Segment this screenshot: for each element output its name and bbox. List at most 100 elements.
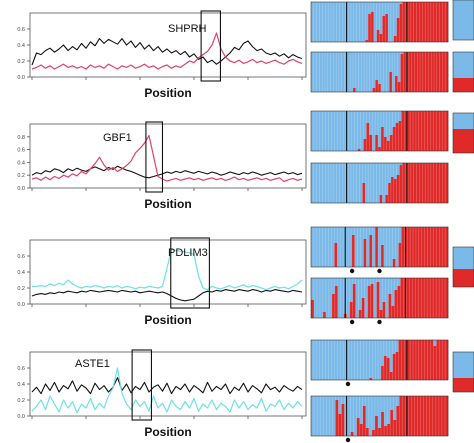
- bar-segment-blue: [322, 340, 326, 380]
- bar-segment-blue: [370, 278, 374, 284]
- series-line-black: [31, 38, 303, 66]
- x-axis-label: Position: [144, 313, 191, 327]
- bar-segment-red: [418, 340, 423, 380]
- bar-segment-blue: [331, 340, 335, 380]
- y-tick-label: 0.4: [17, 270, 25, 276]
- bar-segment-blue: [371, 396, 376, 430]
- bar-segment-blue: [316, 278, 321, 318]
- bar-segment-blue: [311, 111, 315, 151]
- bar-segment-blue: [393, 163, 397, 179]
- highlight-box: [131, 349, 152, 421]
- bar-segment-blue: [331, 278, 336, 294]
- bar-segment-blue: [380, 227, 385, 245]
- structure-row: [310, 162, 449, 204]
- bar-segment-blue: [325, 278, 330, 318]
- bar-segment-red: [381, 412, 385, 436]
- bar-segment-blue: [365, 396, 370, 428]
- bar-segment-blue: [343, 111, 347, 151]
- bar-segment-red: [393, 420, 397, 436]
- bar-segment-red: [398, 243, 402, 267]
- bar-segment-red: [392, 354, 396, 380]
- bar-segment-blue: [322, 278, 327, 312]
- bar-segment-red: [410, 111, 414, 151]
- y-tick-label: 0.0: [17, 75, 25, 81]
- side-bar-frame: [452, 112, 474, 154]
- bar-segment-blue: [382, 278, 386, 302]
- bar-segment-red: [399, 4, 403, 42]
- structure-row: [310, 51, 449, 93]
- bar-segment-red: [426, 396, 431, 436]
- bar-segment-red: [415, 278, 419, 318]
- highlight-box: [200, 10, 221, 82]
- bar-segment-red: [402, 163, 406, 203]
- bar-segment-red: [444, 396, 449, 436]
- bar-segment-blue: [316, 340, 321, 380]
- bar-segment-red: [383, 356, 388, 380]
- bar-segment-red: [433, 227, 437, 267]
- bar-segment-blue: [359, 163, 363, 203]
- bar-segment-blue: [399, 163, 403, 165]
- bar-segment-blue: [383, 111, 388, 137]
- bar-segment-blue: [363, 111, 367, 139]
- bar-segment-blue: [360, 227, 364, 267]
- bar-segment-blue: [313, 163, 317, 203]
- bar-segment-blue: [337, 111, 341, 151]
- bar-segment-red: [424, 340, 428, 380]
- bar-segment-red: [425, 52, 429, 92]
- bar-segment-blue: [347, 396, 351, 436]
- bar-segment-blue: [313, 111, 318, 151]
- bar-segment-blue: [372, 227, 376, 267]
- bar-segment-blue: [329, 396, 333, 436]
- bar-segment-blue: [350, 52, 354, 92]
- bar-segment-red: [439, 227, 443, 267]
- bar-segment-blue: [336, 2, 340, 42]
- marker-dot: [345, 437, 351, 443]
- bar-segment-blue: [356, 396, 361, 418]
- bar-segment-blue: [388, 2, 392, 42]
- bar-segment-blue: [357, 340, 361, 380]
- bar-segment-blue: [352, 278, 356, 284]
- bar-segment-red: [376, 30, 380, 42]
- bar-segment-blue: [352, 52, 357, 88]
- bar-segment-blue: [340, 111, 344, 151]
- bar-segment-red: [380, 245, 385, 267]
- bar-segment-red: [432, 396, 437, 436]
- line-chart-pdlim3: 0.0 0.2 0.4 0.6 PDLIM3 Position: [17, 237, 307, 327]
- bar-segment-red: [406, 278, 410, 318]
- bar-segment-blue: [361, 52, 365, 92]
- bar-segment-blue: [342, 163, 346, 203]
- marker-dot: [345, 381, 351, 387]
- bar-segment-red: [365, 428, 370, 436]
- bar-segment-blue: [380, 52, 384, 92]
- bar-segment-red: [389, 135, 393, 151]
- bar-segment-red: [388, 183, 392, 203]
- bar-segment-blue: [325, 2, 329, 42]
- bar-segment-red: [433, 346, 437, 380]
- bar-segment-red: [397, 286, 401, 318]
- bar-segment-blue: [343, 340, 347, 380]
- bar-segment-red: [417, 396, 421, 436]
- bar-segment-red: [311, 300, 315, 318]
- bar-segment-red: [428, 163, 432, 203]
- bar-segment-red: [445, 111, 449, 151]
- bar-segment-blue: [372, 111, 376, 151]
- bar-segment-red: [365, 40, 369, 42]
- y-tick-label: 0.4: [17, 160, 25, 166]
- bar-segment-red: [369, 135, 373, 151]
- bar-segment-blue: [319, 111, 323, 151]
- bar-segment-red: [433, 278, 437, 318]
- structure-plot-2: [310, 110, 474, 204]
- bar-segment-red: [410, 163, 415, 203]
- bar-segment-blue: [378, 340, 382, 380]
- series-line-pink: [31, 32, 303, 70]
- bar-segment-red: [385, 195, 389, 203]
- bar-segment-blue: [396, 2, 400, 18]
- bar-segment-blue: [343, 227, 347, 267]
- bar-segment-blue: [311, 52, 315, 92]
- structure-row-frame: [310, 277, 449, 319]
- highlight-box: [170, 237, 210, 309]
- gene-label: ASTE1: [75, 358, 110, 370]
- bar-segment-red: [380, 127, 385, 151]
- bar-segment-blue: [322, 111, 326, 151]
- bar-segment-red: [433, 163, 437, 203]
